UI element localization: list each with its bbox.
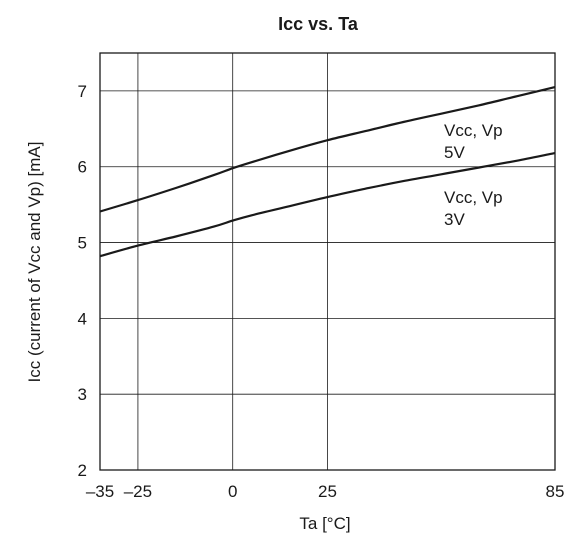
chart-title: Icc vs. Ta [278, 14, 359, 34]
plot-frame [99, 52, 556, 471]
x-tick-label: 25 [318, 482, 337, 501]
y-tick-label: 4 [78, 309, 87, 328]
series-line-1 [99, 152, 556, 258]
series-label-5v-line1: Vcc, Vp [444, 121, 503, 140]
grid [100, 53, 555, 471]
series-label-3v: Vcc, Vp 3V [444, 188, 507, 229]
series-label-3v-line1: Vcc, Vp [444, 188, 503, 207]
x-tick-label: –25 [124, 482, 152, 501]
series-label-5v-line2: 5V [444, 143, 465, 162]
series-group [99, 86, 556, 258]
y-tick-label: 2 [78, 461, 87, 480]
series-line-0 [99, 86, 556, 213]
y-tick-label: 5 [78, 234, 87, 253]
y-tick-labels: 2 3 4 5 6 7 [78, 82, 87, 480]
y-tick-label: 6 [78, 158, 87, 177]
x-tick-labels: –35 –25 0 25 85 [86, 482, 565, 501]
x-tick-label: 0 [228, 482, 237, 501]
x-tick-label: 85 [546, 482, 565, 501]
series-labels: Vcc, Vp 5V Vcc, Vp 3V [444, 121, 507, 229]
series-label-5v: Vcc, Vp 5V [444, 121, 507, 162]
x-axis-title: Ta [°C] [299, 514, 350, 533]
y-tick-label: 7 [78, 82, 87, 101]
x-tick-label: –35 [86, 482, 114, 501]
series-label-3v-line2: 3V [444, 210, 465, 229]
y-tick-label: 3 [78, 385, 87, 404]
y-axis-title: Icc (current of Vcc and Vp) [mA] [25, 142, 44, 383]
